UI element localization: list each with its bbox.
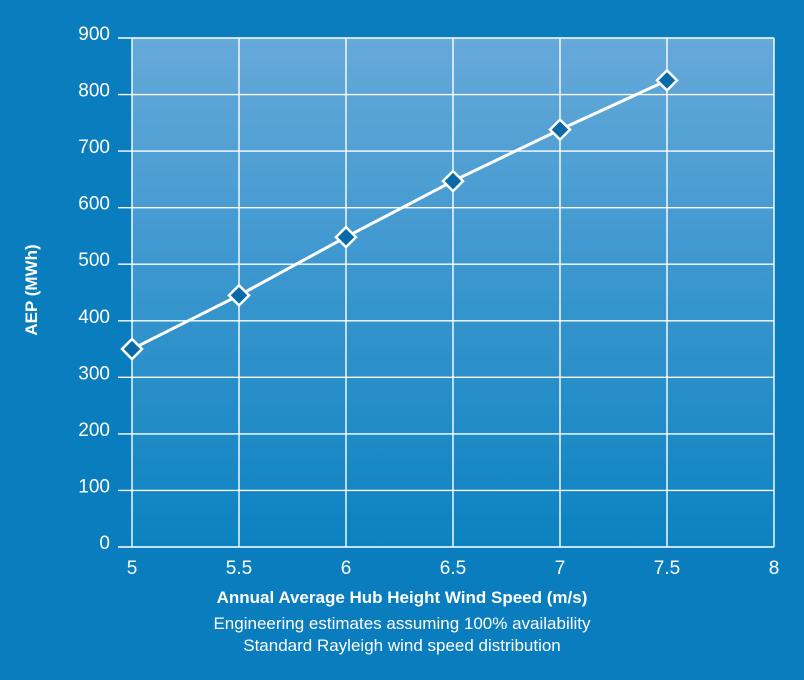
x-tick-label: 5 [127,558,138,579]
y-axis-label: AEP (MWh) [22,244,41,336]
y-tick-label: 100 [78,476,110,497]
data-point [548,117,572,142]
chart-note: Standard Rayleigh wind speed distributio… [243,636,561,655]
y-tick-label: 800 [78,81,110,102]
chart-note: Engineering estimates assuming 100% avai… [213,614,591,633]
data-point [227,283,251,308]
data-point [120,337,144,361]
x-tick-label: 8 [769,558,780,579]
x-tick-label: 7 [555,558,566,579]
x-tick-label: 6 [341,558,352,579]
data-point [441,169,465,193]
y-tick-label: 0 [99,533,110,554]
series-line [131,79,668,351]
data-point [655,68,679,93]
x-axis-label: Annual Average Hub Height Wind Speed (m/… [216,588,588,607]
x-tick-label: 6.5 [440,558,466,579]
data-point [334,225,358,249]
y-tick-label: 300 [78,363,110,384]
x-tick-label: 5.5 [226,558,252,579]
y-tick-label: 200 [78,420,110,441]
y-tick-label: 600 [78,194,110,215]
y-tick-label: 500 [78,250,110,271]
x-tick-label: 7.5 [654,558,680,579]
y-tick-label: 400 [78,307,110,328]
y-tick-label: 700 [78,137,110,158]
y-tick-label: 900 [78,24,110,45]
